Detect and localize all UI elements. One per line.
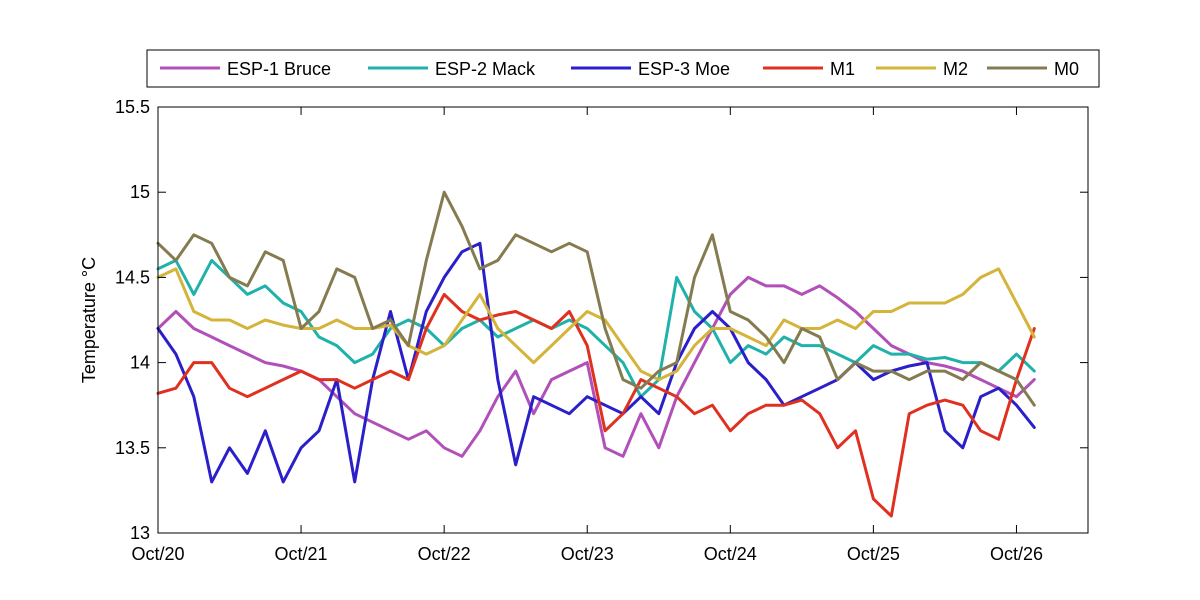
legend-label: M1 [830,59,855,79]
y-tick-label: 15 [130,182,150,202]
legend-label: ESP-3 Moe [638,59,730,79]
y-tick-label: 15.5 [115,97,150,117]
legend-label: M2 [943,59,968,79]
y-axis: 13 13.5 14 14.5 15 15.5 [115,97,1088,543]
y-tick-label: 14 [130,353,150,373]
series-layer [156,190,1036,518]
x-tick-label: Oct/23 [561,544,614,564]
series-line-esp-2-mack [156,258,1036,399]
x-tick-label: Oct/25 [847,544,900,564]
series-line-m1 [156,292,1036,518]
plot-frame [157,106,1089,534]
legend-label: ESP-1 Bruce [227,59,331,79]
x-axis: Oct/20 Oct/21 Oct/22 Oct/23 Oct/24 Oct/25 Oct/… [131,107,1043,564]
x-tick-label: Oct/21 [275,544,328,564]
legend-label: M0 [1054,59,1079,79]
y-tick-label: 14.5 [115,267,150,287]
y-axis-label: Temperature °C [79,257,99,383]
x-tick-label: Oct/20 [131,544,184,564]
legend: ESP-1 Bruce ESP-2 Mack ESP-3 Moe M1 M2 M0 [146,49,1100,88]
legend-items: ESP-1 Bruce ESP-2 Mack ESP-3 Moe M1 M2 M0 [160,59,1079,79]
x-tick-label: Oct/26 [990,544,1043,564]
series-line-m0 [156,190,1036,407]
y-tick-label: 13 [130,523,150,543]
plot-area [158,107,1088,533]
legend-label: ESP-2 Mack [435,59,536,79]
series-line-m2 [156,267,1036,382]
y-tick-label: 13.5 [115,438,150,458]
x-tick-label: Oct/24 [704,544,757,564]
x-tick-label: Oct/22 [418,544,471,564]
